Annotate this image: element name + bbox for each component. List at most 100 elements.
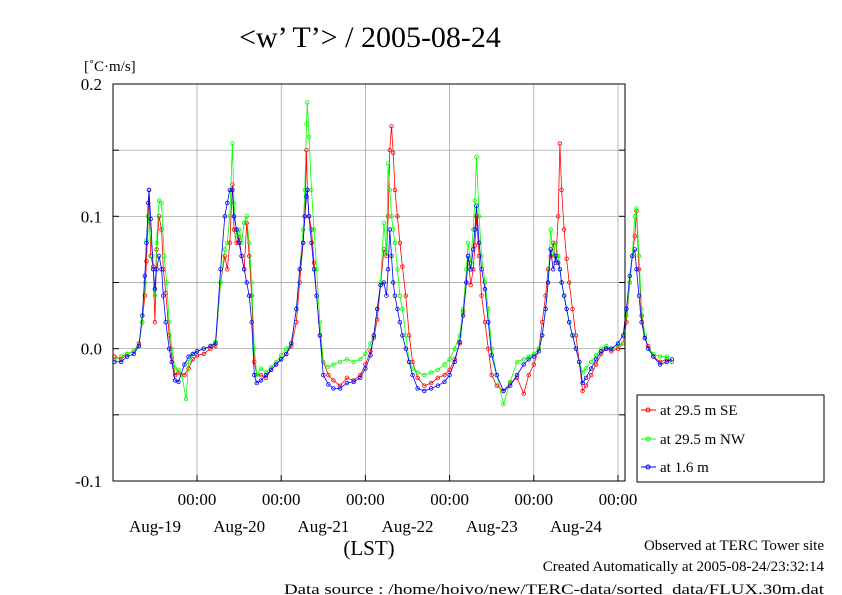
data-point [494,383,499,388]
data-point [152,320,158,325]
data-point [422,372,427,378]
y-tick-label: 0.0 [81,340,102,359]
data-point [570,333,575,338]
data-point [564,306,569,312]
data-point [632,233,637,239]
data-point [465,240,471,245]
data-point [415,370,420,375]
data-point [222,247,227,252]
data-point [326,365,331,370]
legend-label-nw: at 29.5 m NW [660,432,746,448]
data-point [208,343,213,349]
data-point [236,227,242,232]
data-point [540,333,545,338]
data-point [634,206,639,211]
data-point [468,267,473,272]
data-point [263,375,269,380]
data-point [489,372,494,378]
data-point [583,375,589,380]
data-point [136,343,142,349]
data-point [593,357,599,362]
data-point [161,253,167,259]
data-point [309,187,314,193]
data-point [234,227,239,232]
data-point [651,354,656,359]
data-point [531,354,536,359]
data-point [297,267,302,272]
data-point [588,366,594,371]
x-tick-time-label: 00:00 [346,490,385,509]
data-point [551,267,556,272]
data-point [392,240,398,245]
data-point [183,396,189,402]
data-point [465,253,471,259]
y-tick-labels: -0.1 0.0 0.1 0.2 [75,75,102,491]
data-point [326,382,331,387]
data-point [395,214,400,219]
data-point [627,273,632,279]
data-point [580,388,585,394]
data-point [489,346,494,351]
data-point [474,154,479,159]
data-point [639,320,644,325]
data-point [428,380,434,386]
footer-site: Observed at TERC Tower site [644,538,824,554]
data-point [664,354,669,359]
data-point [309,227,314,232]
data-point [227,214,232,219]
footer-created: Created Automatically at 2005-08-24/23:3… [543,559,825,575]
data-point [305,100,310,105]
data-point [314,293,319,298]
data-point [548,227,553,232]
data-point [479,253,484,259]
series-line [114,189,673,392]
data-point [435,383,440,388]
data-point [351,379,356,384]
data-point [321,359,326,365]
data-point [639,306,644,312]
data-point [152,286,158,292]
data-point [464,280,469,285]
data-point [476,240,482,245]
data-point [326,372,331,378]
data-point [604,343,609,349]
data-point [306,134,312,140]
data-point [186,354,191,359]
data-point [609,346,614,351]
data-point [548,247,553,252]
data-point [222,253,227,259]
y-unit-label: [˚C·m/s] [84,59,136,75]
data-point [557,267,563,272]
data-point [227,240,232,245]
data-point [156,198,162,203]
data-point [246,253,252,259]
footer-source: Data source : /home/hoivo/new/TERC-data/… [284,582,825,595]
data-point [577,359,582,365]
data-point [241,220,247,226]
data-point [172,372,178,378]
data-point [314,267,319,272]
data-point [639,313,644,318]
data-point [657,354,663,359]
data-point [561,227,567,232]
data-point [636,267,642,272]
data-point [194,353,200,358]
data-point [669,359,675,365]
data-point [632,214,637,219]
x-tick-date-label: Aug-23 [466,517,518,536]
data-point [166,346,172,351]
data-point [615,341,621,346]
data-point [428,386,434,391]
data-point [124,354,130,359]
data-point [236,240,242,245]
data-point [395,306,400,312]
data-point [118,357,124,362]
data-point [392,187,398,193]
data-point [213,341,218,346]
data-point [471,267,476,272]
data-point [154,267,159,272]
data-point [246,240,252,245]
data-point [249,280,254,285]
data-point [442,372,447,378]
